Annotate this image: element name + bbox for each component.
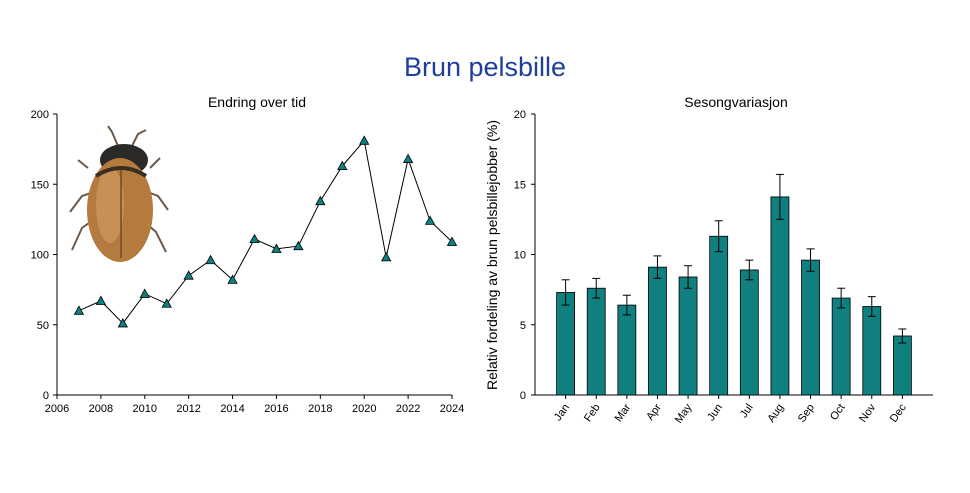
x-tick-label: Jul [738, 402, 756, 420]
bar [862, 306, 882, 396]
data-point [161, 298, 172, 308]
bar [770, 196, 790, 396]
x-tick-label: Oct [828, 402, 848, 423]
x-tick-label: Nov [857, 401, 878, 424]
bar-chart-y-axis-label: Relativ fordeling av brun pelsbillejobbe… [484, 120, 500, 390]
x-tick-label: Sep [796, 402, 817, 425]
y-tick-label: 0 [520, 390, 526, 402]
data-point [117, 318, 129, 328]
data-point [337, 160, 348, 170]
line-chart: Endring over tid 0 50 100 150 200 [31, 94, 465, 415]
y-tick-label: 50 [37, 320, 49, 332]
data-point [424, 215, 436, 225]
y-tick-label: 0 [43, 390, 49, 402]
x-tick-label: 2014 [220, 403, 244, 415]
data-point [183, 270, 194, 280]
bar [801, 259, 820, 396]
y-tick-label: 150 [31, 179, 49, 191]
x-tick-label: Dec [888, 401, 909, 424]
x-tick-label: Jan [552, 402, 572, 423]
bar [586, 287, 606, 396]
line-chart-title: Endring over tid [208, 94, 306, 110]
bar-chart: Sesongvariasjon Relativ fordeling av bru… [484, 94, 933, 426]
x-tick-label: Mar [613, 402, 634, 425]
y-tick-label: 5 [520, 320, 526, 332]
data-point [205, 254, 216, 265]
data-point [402, 153, 414, 163]
x-tick-label: 2012 [176, 403, 200, 415]
x-tick-label: 2020 [352, 403, 376, 415]
data-point [293, 240, 304, 251]
data-point [380, 251, 392, 262]
x-tick-label: 2016 [264, 403, 288, 415]
bar [556, 292, 576, 396]
x-tick-label: 2010 [133, 403, 157, 415]
x-tick-label: 2006 [45, 403, 69, 415]
bar [739, 269, 759, 396]
x-tick-label: Aug [765, 402, 786, 425]
bar [648, 266, 667, 396]
x-tick-label: May [673, 401, 695, 425]
data-point [446, 236, 458, 246]
x-tick-label: Apr [644, 402, 664, 423]
y-tick-label: 200 [31, 109, 49, 121]
data-point [359, 135, 370, 145]
y-tick-label: 20 [514, 109, 526, 121]
data-point [249, 233, 260, 244]
data-point [73, 305, 85, 315]
y-tick-label: 10 [514, 250, 526, 262]
x-tick-label: 2008 [89, 403, 113, 415]
bar [831, 297, 851, 396]
data-point [139, 288, 150, 298]
series-line [78, 139, 453, 325]
x-tick-label: 2018 [308, 403, 332, 415]
beetle-illustration [69, 125, 169, 262]
bar [892, 335, 912, 396]
bar [617, 304, 637, 396]
bar [709, 235, 729, 396]
page-title: Brun pelsbille [403, 52, 567, 82]
x-tick-label: Feb [582, 402, 603, 424]
y-tick-label: 15 [514, 179, 526, 191]
x-tick-label: Jun [705, 402, 725, 423]
bar-chart-title: Sesongvariasjon [684, 94, 788, 110]
data-point [271, 243, 282, 253]
y-tick-label: 100 [31, 250, 49, 262]
bar [678, 276, 698, 396]
x-tick-label: 2024 [440, 403, 464, 415]
data-point [227, 274, 238, 284]
data-point [95, 295, 107, 305]
x-tick-label: 2022 [396, 403, 420, 415]
data-point [315, 195, 326, 206]
